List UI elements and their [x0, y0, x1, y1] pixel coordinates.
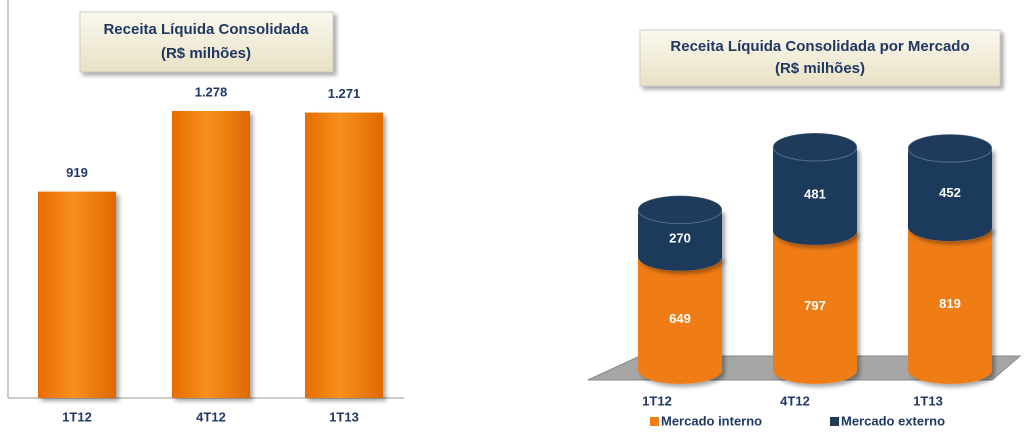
bar: [38, 191, 116, 398]
bar: [172, 111, 250, 398]
cylinder-segment: [773, 147, 857, 245]
value-label: 649: [669, 311, 691, 326]
cylinder-segment: [908, 227, 992, 384]
cylinder-segment: [773, 230, 857, 384]
value-label: 1.278: [195, 84, 228, 99]
chart-title: (R$ milhões): [161, 45, 251, 62]
cylinder-cap: [637, 195, 723, 225]
value-label: 452: [939, 185, 961, 200]
chart-title: Receita Líquida Consolidada por Mercado: [670, 38, 969, 55]
legend-swatch: [650, 417, 659, 426]
legend-label: Mercado externo: [841, 413, 945, 428]
x-tick-label: 1T13: [329, 409, 359, 424]
x-tick-label: 4T12: [780, 393, 810, 408]
title-box: [79, 11, 334, 73]
legend-label: Mercado interno: [661, 413, 762, 428]
cylinder-cap: [772, 132, 858, 162]
legend-swatch: [830, 417, 839, 426]
chart-title: (R$ milhões): [775, 60, 865, 77]
x-tick-label: 1T12: [642, 393, 672, 408]
cylinder-segment: [908, 148, 992, 242]
cylinder-segment: [638, 209, 722, 271]
cylinder-cap: [907, 133, 993, 163]
x-tick-label: 1T12: [62, 409, 92, 424]
value-label: 919: [66, 165, 88, 180]
chart-title: Receita Líquida Consolidada: [103, 21, 309, 38]
cylinder-segment: [638, 256, 722, 384]
value-label: 819: [939, 296, 961, 311]
value-label: 1.271: [328, 86, 361, 101]
bar: [305, 112, 383, 398]
x-tick-label: 4T12: [196, 409, 226, 424]
x-tick-label: 1T13: [913, 393, 943, 408]
value-label: 481: [804, 186, 826, 201]
title-box: [639, 29, 1001, 87]
value-label: 270: [669, 231, 691, 246]
value-label: 797: [804, 298, 826, 313]
